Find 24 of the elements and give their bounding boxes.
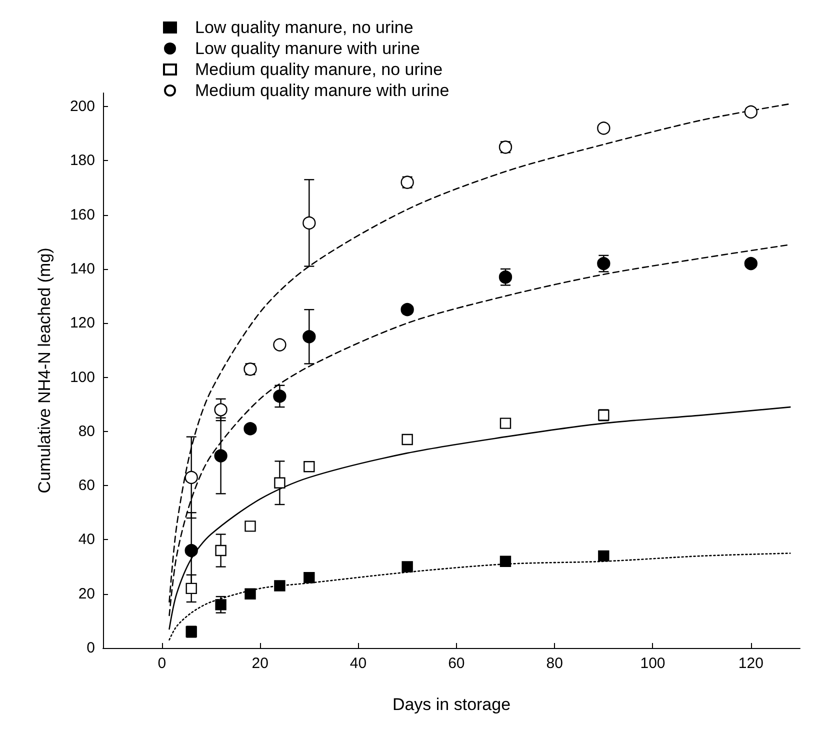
y-axis-title: Cumulative NH4-N leached (mg): [35, 248, 54, 494]
x-tick-label: 100: [640, 655, 666, 672]
x-tick-label: 60: [448, 655, 465, 672]
x-tick-label: 40: [350, 655, 367, 672]
x-axis-title: Days in storage: [392, 695, 511, 714]
x-tick-label: 0: [158, 655, 166, 672]
y-tick-label: 0: [86, 640, 95, 656]
x-tick-label: 20: [252, 655, 268, 672]
y-tick-label: 20: [78, 585, 95, 602]
y-tick-label: 180: [70, 152, 95, 170]
x-tick-label: 120: [738, 655, 764, 672]
legend-label: Medium quality manure with urine: [195, 81, 450, 100]
y-tick-label: 80: [78, 422, 95, 440]
y-tick-label: 100: [70, 368, 95, 386]
y-tick-label: 200: [70, 98, 95, 116]
y-tick-label: 40: [78, 531, 95, 548]
legend-label: Medium quality manure, no urine: [195, 60, 443, 79]
y-tick-label: 160: [70, 206, 95, 224]
y-tick-label: 60: [78, 477, 95, 494]
y-tick-label: 140: [70, 260, 95, 278]
x-tick-label: 80: [546, 655, 563, 672]
legend-label: Low quality manure, no urine: [195, 18, 414, 37]
y-tick-label: 120: [70, 314, 95, 332]
legend-label: Low quality manure with urine: [195, 39, 420, 58]
